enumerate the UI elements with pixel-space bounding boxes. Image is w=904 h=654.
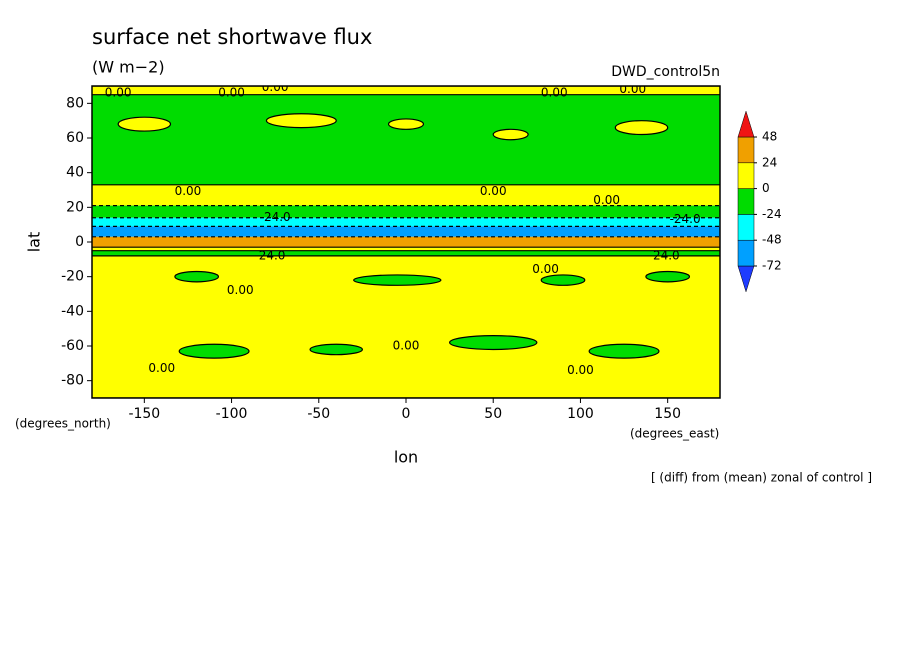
chart-title: surface net shortwave flux	[92, 25, 372, 49]
contour-band	[92, 86, 720, 95]
colorbar-label: 24	[762, 155, 777, 169]
contour-label: 0.00	[393, 339, 420, 353]
colorbar-box	[737, 136, 755, 164]
x-tick-label: 100	[567, 406, 594, 422]
contour-patch	[614, 120, 669, 136]
contour-label: 0.00	[218, 85, 245, 99]
colorbar-box	[737, 239, 755, 267]
contour-band	[92, 94, 720, 185]
x-axis-label: lon	[394, 448, 418, 467]
y-tick-label: -60	[61, 338, 84, 354]
y-tick-label: 60	[66, 130, 84, 146]
x-tick-label: -50	[307, 406, 330, 422]
contour-band	[92, 247, 720, 251]
contour-label: 0.00	[532, 262, 559, 276]
y-tick-label: -40	[61, 303, 84, 319]
contour-band	[92, 236, 720, 248]
contour-patch	[178, 343, 250, 359]
contour-band	[92, 226, 720, 237]
contour-band	[92, 217, 720, 227]
x-unit: (degrees_east)	[630, 427, 719, 441]
y-tick-label: 20	[66, 199, 84, 215]
contour-patch	[588, 343, 660, 359]
contour-patch	[309, 343, 363, 356]
contour-label: 0.00	[567, 363, 594, 377]
y-tick-label: 0	[75, 234, 84, 250]
contour-label: -24.0	[649, 248, 680, 262]
colorbar-label: 48	[762, 130, 777, 144]
contour-label: 0.00	[175, 184, 202, 198]
contour-band	[92, 184, 720, 206]
contour-band	[92, 250, 720, 256]
colorbar-triangle	[737, 110, 755, 138]
x-tick-label: 150	[654, 406, 681, 422]
x-tick-label: 0	[402, 406, 411, 422]
x-tick-label: -150	[128, 406, 160, 422]
experiment: DWD_control5n	[611, 64, 720, 80]
colorbar-label: -24	[762, 207, 782, 221]
contour-label: 0.00	[619, 82, 646, 96]
contour-label: -24.0	[254, 248, 285, 262]
contour-label: 0.00	[262, 80, 289, 94]
contour-label: 0.00	[148, 361, 175, 375]
contour-band	[92, 205, 720, 218]
contour-patch	[387, 118, 425, 130]
contour-patch	[353, 274, 442, 286]
colorbar-label: -48	[762, 233, 782, 247]
x-tick-label: 50	[484, 406, 502, 422]
y-tick-label: 40	[66, 165, 84, 181]
field: 0.00 0.00 0.00 0.00 0.00 0.00 0.00 0.00 0.00 0.00…	[92, 80, 720, 398]
note: [ (diff) from (mean) zonal of control ]	[651, 471, 872, 485]
y-tick-label: -80	[61, 373, 84, 389]
colorbar-box	[737, 214, 755, 241]
y-unit: (degrees_north)	[15, 417, 111, 431]
x-tick-label: -100	[216, 406, 248, 422]
y-tick-label: 80	[66, 95, 84, 111]
contour-label: 0.00	[541, 85, 568, 99]
contour-label: 0.00	[105, 85, 132, 99]
contour-patch	[174, 270, 220, 283]
y-axis-label: lat	[25, 232, 44, 253]
contour-patch	[540, 274, 586, 286]
contour-patch	[449, 335, 538, 351]
contour-label: 0.00	[480, 184, 507, 198]
contour-patch	[265, 113, 337, 129]
y-tick-label: -20	[61, 269, 84, 285]
units: (W m−2)	[92, 58, 165, 77]
contour-label: 0.00	[227, 283, 254, 297]
colorbar-box	[737, 162, 755, 189]
contour-label: -24.0	[670, 212, 701, 226]
colorbar-label: -72	[762, 259, 782, 273]
contour-patch	[492, 128, 529, 141]
colorbar-label: 0	[762, 181, 770, 195]
colorbar-box	[737, 188, 755, 215]
contour-label: 0.00	[593, 193, 620, 207]
contour-label: -24.0	[260, 210, 291, 224]
contour-patch	[117, 116, 172, 132]
contour-patch	[645, 270, 691, 283]
